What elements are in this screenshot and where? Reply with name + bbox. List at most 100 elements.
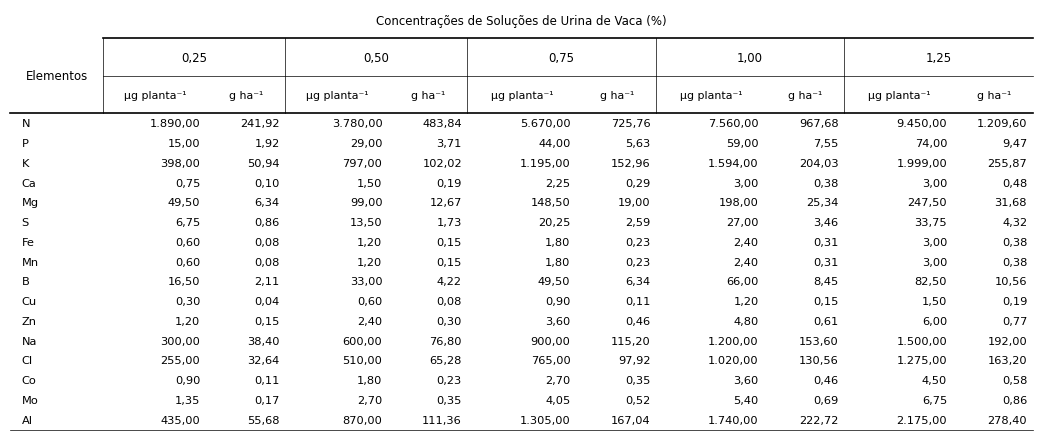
Text: 2,70: 2,70 (357, 395, 383, 405)
Text: 3,71: 3,71 (437, 139, 462, 149)
Text: 0,25: 0,25 (180, 52, 207, 64)
Text: 66,00: 66,00 (726, 277, 759, 287)
Text: 0,52: 0,52 (625, 395, 650, 405)
Text: 2,40: 2,40 (358, 316, 383, 326)
Text: 99,00: 99,00 (349, 198, 383, 208)
Text: 1.999,00: 1.999,00 (897, 158, 947, 168)
Text: 0,90: 0,90 (545, 296, 571, 306)
Text: 31,68: 31,68 (995, 198, 1027, 208)
Text: 4,80: 4,80 (733, 316, 759, 326)
Text: 0,19: 0,19 (1001, 296, 1027, 306)
Text: 32,64: 32,64 (247, 355, 280, 365)
Text: 1,35: 1,35 (175, 395, 200, 405)
Text: 2,11: 2,11 (254, 277, 280, 287)
Text: 1.275,00: 1.275,00 (897, 355, 947, 365)
Text: 483,84: 483,84 (422, 119, 462, 129)
Text: 2,70: 2,70 (545, 375, 571, 385)
Text: 797,00: 797,00 (342, 158, 383, 168)
Text: 3,60: 3,60 (733, 375, 759, 385)
Text: S: S (22, 217, 29, 227)
Text: 1,20: 1,20 (357, 237, 383, 247)
Text: 102,02: 102,02 (422, 158, 462, 168)
Text: 115,20: 115,20 (610, 336, 650, 346)
Text: 0,69: 0,69 (814, 395, 839, 405)
Text: 0,35: 0,35 (625, 375, 650, 385)
Text: 1,80: 1,80 (545, 237, 571, 247)
Text: Na: Na (22, 336, 37, 346)
Text: μg planta⁻¹: μg planta⁻¹ (306, 90, 369, 100)
Text: 2,40: 2,40 (733, 257, 759, 267)
Text: 163,20: 163,20 (988, 355, 1027, 365)
Text: 3,60: 3,60 (545, 316, 571, 326)
Text: 222,72: 222,72 (799, 415, 839, 425)
Text: 1,50: 1,50 (922, 296, 947, 306)
Text: 33,00: 33,00 (349, 277, 383, 287)
Text: 0,04: 0,04 (254, 296, 280, 306)
Text: 0,60: 0,60 (175, 257, 200, 267)
Text: 967,68: 967,68 (799, 119, 839, 129)
Text: μg planta⁻¹: μg planta⁻¹ (868, 90, 931, 100)
Text: 152,96: 152,96 (611, 158, 650, 168)
Text: 2,25: 2,25 (545, 178, 571, 188)
Text: 49,50: 49,50 (168, 198, 200, 208)
Text: g ha⁻¹: g ha⁻¹ (600, 90, 634, 100)
Text: 76,80: 76,80 (430, 336, 462, 346)
Text: 16,50: 16,50 (168, 277, 200, 287)
Text: 0,10: 0,10 (254, 178, 280, 188)
Text: 0,08: 0,08 (437, 296, 462, 306)
Text: 5.670,00: 5.670,00 (519, 119, 571, 129)
Text: 870,00: 870,00 (342, 415, 383, 425)
Text: 255,87: 255,87 (988, 158, 1027, 168)
Text: 5,40: 5,40 (733, 395, 759, 405)
Text: 9.450,00: 9.450,00 (897, 119, 947, 129)
Text: 0,86: 0,86 (254, 217, 280, 227)
Text: 0,48: 0,48 (1002, 178, 1027, 188)
Text: 38,40: 38,40 (247, 336, 280, 346)
Text: 0,30: 0,30 (437, 316, 462, 326)
Text: Zn: Zn (22, 316, 37, 326)
Text: 1,92: 1,92 (254, 139, 280, 149)
Text: 55,68: 55,68 (247, 415, 280, 425)
Text: 1,25: 1,25 (925, 52, 951, 64)
Text: 255,00: 255,00 (161, 355, 200, 365)
Text: P: P (22, 139, 28, 149)
Text: 59,00: 59,00 (726, 139, 759, 149)
Text: 33,75: 33,75 (915, 217, 947, 227)
Text: 4,05: 4,05 (545, 395, 571, 405)
Text: 6,75: 6,75 (922, 395, 947, 405)
Text: 0,77: 0,77 (1001, 316, 1027, 326)
Text: 27,00: 27,00 (726, 217, 759, 227)
Text: 3,00: 3,00 (922, 237, 947, 247)
Text: μg planta⁻¹: μg planta⁻¹ (124, 90, 187, 100)
Text: N: N (22, 119, 30, 129)
Text: 0,75: 0,75 (549, 52, 575, 64)
Text: Mg: Mg (22, 198, 39, 208)
Text: 7.560,00: 7.560,00 (708, 119, 759, 129)
Text: 2,59: 2,59 (625, 217, 650, 227)
Text: 82,50: 82,50 (915, 277, 947, 287)
Text: 510,00: 510,00 (342, 355, 383, 365)
Text: 1.209,60: 1.209,60 (976, 119, 1027, 129)
Text: 247,50: 247,50 (907, 198, 947, 208)
Text: 97,92: 97,92 (617, 355, 650, 365)
Text: 0,31: 0,31 (814, 237, 839, 247)
Text: 0,19: 0,19 (437, 178, 462, 188)
Text: 2,40: 2,40 (733, 237, 759, 247)
Text: 29,00: 29,00 (349, 139, 383, 149)
Text: 3,00: 3,00 (922, 178, 947, 188)
Text: 65,28: 65,28 (430, 355, 462, 365)
Text: B: B (22, 277, 29, 287)
Text: 765,00: 765,00 (531, 355, 571, 365)
Text: 1,00: 1,00 (737, 52, 762, 64)
Text: Concentrações de Soluções de Urina de Vaca (%): Concentrações de Soluções de Urina de Va… (377, 15, 666, 28)
Text: 3,46: 3,46 (814, 217, 839, 227)
Text: 153,60: 153,60 (799, 336, 839, 346)
Text: g ha⁻¹: g ha⁻¹ (229, 90, 264, 100)
Text: 1,50: 1,50 (357, 178, 383, 188)
Text: 0,35: 0,35 (437, 395, 462, 405)
Text: 0,38: 0,38 (814, 178, 839, 188)
Text: 1,20: 1,20 (357, 257, 383, 267)
Text: 0,75: 0,75 (175, 178, 200, 188)
Text: Mn: Mn (22, 257, 39, 267)
Text: Fe: Fe (22, 237, 34, 247)
